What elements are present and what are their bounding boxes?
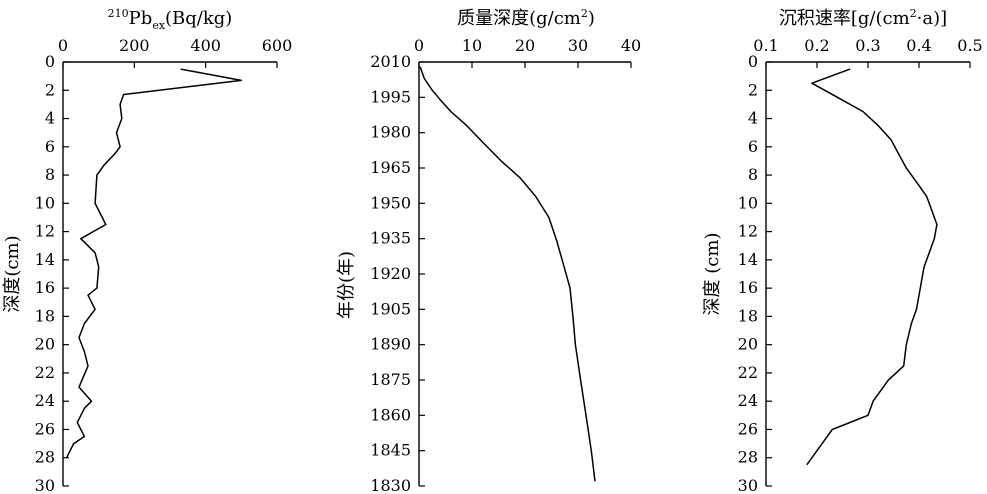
y-tick-label: 14 <box>738 250 758 269</box>
y-tick-label: 0 <box>45 52 55 71</box>
y-ticks: 2010 1995 1980 1965 1950 1935 1920 1905 1890 1875… <box>370 52 425 494</box>
x-ticks: 0 200 400 600 <box>58 36 292 68</box>
y-tick-label: 26 <box>35 419 55 438</box>
y-axis-title: 深度 (cm) <box>702 233 723 316</box>
y-tick-label: 20 <box>738 335 758 354</box>
x-ticks: 0.1 0.2 0.3 0.4 0.5 <box>753 36 983 68</box>
x-tick-label: 0.2 <box>804 36 829 55</box>
x-axis-title-main: Pb <box>129 8 153 29</box>
series-line <box>419 66 596 482</box>
series-group <box>806 68 938 466</box>
y-tick-label: 22 <box>738 363 758 382</box>
y-tick-label: 24 <box>738 391 758 410</box>
y-tick-label: 30 <box>738 476 758 494</box>
x-tick-label: 30 <box>568 36 588 55</box>
x-axis-title-main: 沉积速率[g/(cm <box>779 8 910 29</box>
y-axis-title: 年份(年) <box>336 251 357 319</box>
y-tick-label: 1860 <box>370 405 411 424</box>
series-line <box>806 68 938 466</box>
y-tick-label: 2 <box>748 80 758 99</box>
x-axis-title-tail: ·a)] <box>917 8 948 29</box>
y-tick-label: 10 <box>35 193 55 212</box>
series-group <box>419 66 596 482</box>
x-tick-label: 600 <box>262 36 293 55</box>
y-tick-label: 26 <box>738 419 758 438</box>
y-tick-label: 4 <box>748 109 758 128</box>
y-tick-label: 16 <box>738 278 758 297</box>
series-line <box>65 68 243 459</box>
y-tick-label: 1920 <box>370 264 411 283</box>
x-tick-label: 20 <box>515 36 535 55</box>
x-axis-title-subscript: ex <box>152 19 166 32</box>
y-tick-label: 28 <box>738 448 758 467</box>
x-tick-label: 0.1 <box>753 36 778 55</box>
x-axis-title-superscript: 210 <box>108 7 129 20</box>
y-tick-label: 1965 <box>370 158 411 177</box>
x-tick-label: 0 <box>414 36 424 55</box>
x-ticks: 0 10 20 30 40 <box>414 36 641 68</box>
x-tick-label: 10 <box>462 36 482 55</box>
y-tick-label: 12 <box>738 222 758 241</box>
x-tick-label: 0 <box>58 36 68 55</box>
y-tick-label: 2010 <box>370 52 411 71</box>
x-axis-title-main: 质量深度(g/cm <box>457 8 581 29</box>
y-tick-label: 18 <box>738 306 758 325</box>
y-tick-label: 1980 <box>370 123 411 142</box>
y-tick-label: 8 <box>45 165 55 184</box>
y-tick-label: 8 <box>748 165 758 184</box>
y-tick-label: 6 <box>748 137 758 156</box>
x-axis-title-tail: ) <box>588 8 595 29</box>
y-tick-label: 22 <box>35 363 55 382</box>
y-tick-label: 1890 <box>370 335 411 354</box>
y-tick-label: 10 <box>738 193 758 212</box>
y-tick-label: 0 <box>748 52 758 71</box>
y-tick-label: 1935 <box>370 229 411 248</box>
panel-sedimentation-rate: 0.1 0.2 0.3 0.4 0.5 024681012141618202224262… <box>702 7 983 494</box>
x-tick-label: 400 <box>190 36 221 55</box>
y-tick-label: 4 <box>45 109 55 128</box>
y-tick-label: 1830 <box>370 476 411 494</box>
y-tick-label: 20 <box>35 335 55 354</box>
y-tick-label: 30 <box>35 476 55 494</box>
x-tick-label: 200 <box>119 36 150 55</box>
x-axis-title: 沉积速率[g/(cm2·a)] <box>779 7 947 29</box>
x-tick-label: 40 <box>621 36 641 55</box>
y-tick-label: 2 <box>45 80 55 99</box>
x-tick-label: 0.4 <box>906 36 931 55</box>
y-axis-title: 深度(cm) <box>2 235 23 312</box>
y-tick-label: 12 <box>35 222 55 241</box>
x-axis-title: 210Pbex(Bq/kg) <box>108 7 233 32</box>
y-tick-label: 1845 <box>370 441 411 460</box>
y-tick-label: 28 <box>35 448 55 467</box>
panel-mass-depth: 0 10 20 30 40 2010 1995 1980 1965 1950 1935 1920 19… <box>336 7 641 494</box>
y-tick-label: 1950 <box>370 193 411 212</box>
y-tick-label: 1905 <box>370 299 411 318</box>
y-tick-label: 1995 <box>370 87 411 106</box>
y-tick-label: 18 <box>35 306 55 325</box>
x-tick-label: 0.3 <box>855 36 880 55</box>
x-axis-title: 质量深度(g/cm2) <box>457 7 595 29</box>
x-axis-title-superscript: 2 <box>581 7 588 20</box>
y-tick-label: 14 <box>35 250 55 269</box>
y-tick-label: 16 <box>35 278 55 297</box>
y-tick-label: 1875 <box>370 370 411 389</box>
series-group <box>65 68 243 459</box>
x-axis-title-superscript: 2 <box>910 7 917 20</box>
y-tick-label: 6 <box>45 137 55 156</box>
x-tick-label: 0.5 <box>957 36 982 55</box>
x-axis-title-tail: (Bq/kg) <box>165 8 232 29</box>
y-tick-label: 24 <box>35 391 55 410</box>
